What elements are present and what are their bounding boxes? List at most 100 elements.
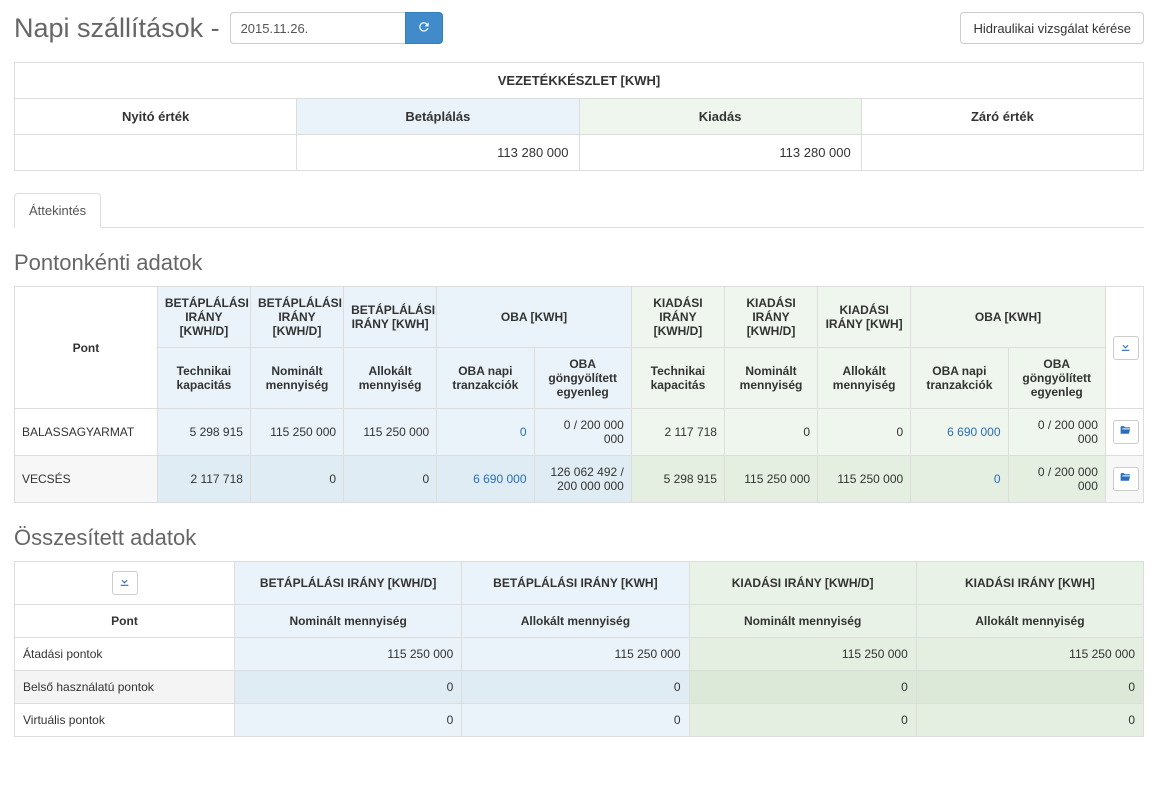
cell: 0 [462,671,689,704]
cell: 115 250 000 [235,638,462,671]
summary-h-alloc-out: Allokált mennyiség [916,605,1143,638]
points-h-oba-out: OBA [KWH] [911,287,1106,348]
points-h-tech-out: Technikai kapacitás [631,348,724,409]
points-h-obar-out: OBA göngyölített egyenleg [1008,348,1105,409]
linepack-val-open [15,135,297,171]
hydraulic-request-button[interactable]: Hidraulikai vizsgálat kérése [960,12,1144,44]
points-h-nom-out: Nominált mennyiség [724,348,817,409]
folder-open-icon [1119,471,1132,487]
table-row: Virtuális pontok 0 0 0 0 [15,704,1144,737]
download-icon [118,575,131,591]
cell: 0 [462,704,689,737]
summary-h-out: KIADÁSI IRÁNY [KWH] [916,562,1143,605]
cell: 2 117 718 [631,409,724,456]
summary-title: Összesített adatok [14,525,1144,551]
cell: 115 250 000 [916,638,1143,671]
cell: 0 / 200 000 000 [1008,409,1105,456]
linepack-val-feed: 113 280 000 [297,135,579,171]
cell: 126 062 492 / 200 000 000 [534,456,631,503]
summary-h-in-d: BETÁPLÁLÁSI IRÁNY [KWH/D] [235,562,462,605]
date-picker-group [230,12,443,44]
linepack-val-close [861,135,1143,171]
table-row: Belső használatú pontok 0 0 0 0 [15,671,1144,704]
cell: 115 250 000 [462,638,689,671]
row-action [1105,409,1143,456]
cell: 0 [235,704,462,737]
summary-h-pont: Pont [15,605,235,638]
summary-h-out-d: KIADÁSI IRÁNY [KWH/D] [689,562,916,605]
cell: 115 250 000 [818,456,911,503]
cell: 0 [916,671,1143,704]
points-h-in-d2: BETÁPLÁLÁSI IRÁNY [KWH/D] [250,287,343,348]
oba-daily-link[interactable]: 0 [437,409,534,456]
summary-h-in: BETÁPLÁLÁSI IRÁNY [KWH] [462,562,689,605]
points-title: Pontonkénti adatok [14,250,1144,276]
points-h-obad-in: OBA napi tranzakciók [437,348,534,409]
open-row-button[interactable] [1113,467,1139,491]
points-h-alloc-in: Allokált mennyiség [344,348,437,409]
summary-h-alloc-in: Allokált mennyiség [462,605,689,638]
cell: 115 250 000 [344,409,437,456]
linepack-col-open: Nyitó érték [15,99,297,135]
cell: 0 / 200 000 000 [1008,456,1105,503]
summary-h-nom-in: Nominált mennyiség [235,605,462,638]
table-row: VECSÉS 2 117 718 0 0 6 690 000 126 062 4… [15,456,1144,503]
points-h-in-d: BETÁPLÁLÁSI IRÁNY [KWH/D] [157,287,250,348]
table-row: Átadási pontok 115 250 000 115 250 000 1… [15,638,1144,671]
oba-daily-link[interactable]: 0 [911,456,1008,503]
points-h-out: KIADÁSI IRÁNY [KWH] [818,287,911,348]
tabs: Áttekintés [14,193,1144,228]
folder-open-icon [1119,424,1132,440]
cell: 115 250 000 [250,409,343,456]
cell: 0 / 200 000 000 [534,409,631,456]
cell: 0 [689,671,916,704]
points-h-tech-in: Technikai kapacitás [157,348,250,409]
points-table: Pont BETÁPLÁLÁSI IRÁNY [KWH/D] BETÁPLÁLÁ… [14,286,1144,503]
summary-row-label: Belső használatú pontok [15,671,235,704]
points-h-download [1105,287,1143,409]
oba-daily-link[interactable]: 6 690 000 [911,409,1008,456]
summary-h-download [15,562,235,605]
summary-table: BETÁPLÁLÁSI IRÁNY [KWH/D] BETÁPLÁLÁSI IR… [14,561,1144,737]
summary-row-label: Virtuális pontok [15,704,235,737]
page-header: Napi szállítások - Hidraulikai vizsgálat… [14,12,1144,44]
row-action [1105,456,1143,503]
cell: 115 250 000 [724,456,817,503]
points-h-out-d2: KIADÁSI IRÁNY [KWH/D] [724,287,817,348]
cell: 2 117 718 [157,456,250,503]
points-h-in: BETÁPLÁLÁSI IRÁNY [KWH] [344,287,437,348]
refresh-button[interactable] [405,12,443,44]
linepack-col-out: Kiadás [579,99,861,135]
download-summary-button[interactable] [112,571,138,595]
cell: 115 250 000 [689,638,916,671]
refresh-icon [417,20,431,37]
cell: 0 [250,456,343,503]
points-h-oba-in: OBA [KWH] [437,287,632,348]
cell: 0 [916,704,1143,737]
points-h-obar-in: OBA göngyölített egyenleg [534,348,631,409]
cell: 5 298 915 [157,409,250,456]
linepack-col-close: Záró érték [861,99,1143,135]
linepack-title: VEZETÉKKÉSZLET [KWH] [15,63,1144,99]
cell: 0 [724,409,817,456]
linepack-table: VEZETÉKKÉSZLET [KWH] Nyitó érték Betáplá… [14,62,1144,171]
tab-overview[interactable]: Áttekintés [14,193,101,228]
points-h-obad-out: OBA napi tranzakciók [911,348,1008,409]
date-input[interactable] [230,12,405,44]
cell: 0 [235,671,462,704]
oba-daily-link[interactable]: 6 690 000 [437,456,534,503]
summary-row-label: Átadási pontok [15,638,235,671]
linepack-col-feed: Betáplálás [297,99,579,135]
linepack-val-out: 113 280 000 [579,135,861,171]
cell: 0 [344,456,437,503]
open-row-button[interactable] [1113,420,1139,444]
page-title: Napi szállítások - [14,13,220,44]
points-h-alloc-out: Allokált mennyiség [818,348,911,409]
cell: 5 298 915 [631,456,724,503]
download-points-button[interactable] [1113,336,1139,360]
points-h-pont: Pont [15,287,158,409]
summary-h-nom-out: Nominált mennyiség [689,605,916,638]
point-name: BALASSAGYARMAT [15,409,158,456]
point-name: VECSÉS [15,456,158,503]
cell: 0 [689,704,916,737]
